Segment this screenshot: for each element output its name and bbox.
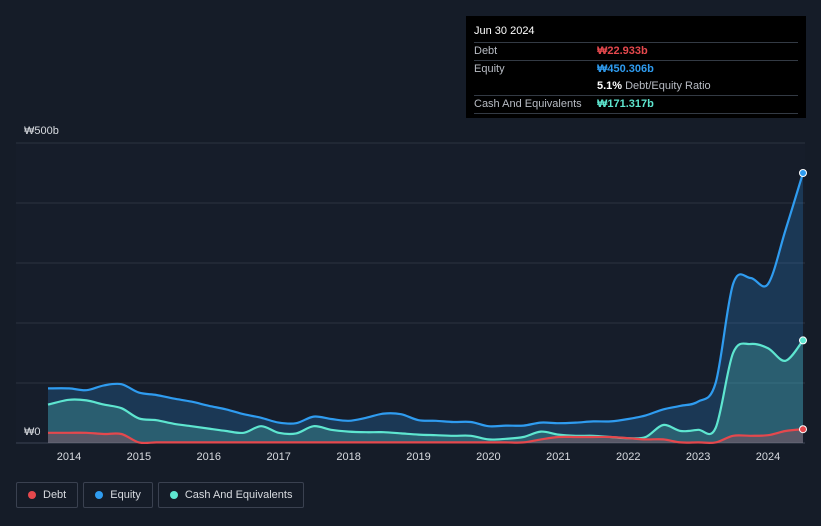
tooltip-row-ratio: 5.1% Debt/Equity Ratio	[474, 78, 798, 96]
legend-debt-dot	[28, 491, 36, 499]
tooltip-date: Jun 30 2024	[474, 22, 798, 43]
equity-line	[47, 172, 805, 428]
x-tick-label: 2018	[336, 451, 360, 463]
cash-and-equivalents-line	[47, 339, 804, 441]
tooltip-ratio-value: 5.1%	[597, 80, 623, 92]
legend-equity-label: Equity	[110, 489, 141, 501]
cash-and-equivalents-area	[48, 340, 803, 443]
x-tick-label: 2016	[197, 451, 221, 463]
x-tick-label: 2024	[756, 451, 780, 463]
cash-and-equivalents-end-point	[799, 336, 807, 345]
equity-area	[48, 173, 803, 443]
x-tick-label: 2021	[546, 451, 570, 463]
tooltip-ratio-label: Debt/Equity Ratio	[625, 80, 711, 92]
tooltip-equity-label: Equity	[474, 63, 505, 75]
legend-debt-label: Debt	[43, 489, 67, 501]
tooltip-cash-value: ₩171.317b	[597, 98, 654, 110]
data-tooltip: Jun 30 2024 Debt ₩22.933b Equity ₩450.30…	[466, 16, 806, 118]
legend-cash-dot	[169, 491, 178, 499]
equity-end-point	[799, 169, 807, 177]
tooltip-equity-value: ₩450.306b	[597, 63, 654, 75]
x-tick-label: 2019	[406, 451, 430, 463]
x-tick-label: 2023	[686, 451, 710, 463]
debt-area	[48, 429, 803, 444]
legend-item-equity[interactable]: Equity	[83, 482, 153, 508]
legend-equity-dot	[95, 491, 104, 499]
y-tick-label: ₩0	[24, 426, 41, 438]
tooltip-row-equity: Equity ₩450.306b	[474, 61, 798, 78]
tooltip-row-debt: Debt ₩22.933b	[474, 43, 798, 61]
chart-legend: Debt Equity Cash And Equivalents	[16, 482, 305, 510]
legend-item-debt[interactable]: Debt	[16, 482, 79, 508]
x-tick-label: 2014	[57, 451, 81, 463]
x-tick-label: 2015	[127, 451, 151, 463]
x-tick-label: 2017	[266, 451, 290, 463]
tooltip-row-cash: Cash And Equivalents ₩171.317b	[474, 96, 798, 114]
y-tick-label: ₩500b	[24, 125, 59, 137]
x-tick-label: 2020	[476, 451, 500, 463]
tooltip-cash-label: Cash And Equivalents	[474, 98, 582, 110]
legend-cash-label: Cash And Equivalents	[184, 489, 293, 501]
debt-line	[48, 428, 804, 445]
legend-item-cash[interactable]: Cash And Equivalents	[157, 482, 305, 508]
tooltip-debt-value: ₩22.933b	[597, 45, 648, 57]
debt-end-point	[799, 425, 807, 434]
x-tick-label: 2022	[616, 451, 640, 463]
tooltip-debt-label: Debt	[474, 45, 498, 57]
